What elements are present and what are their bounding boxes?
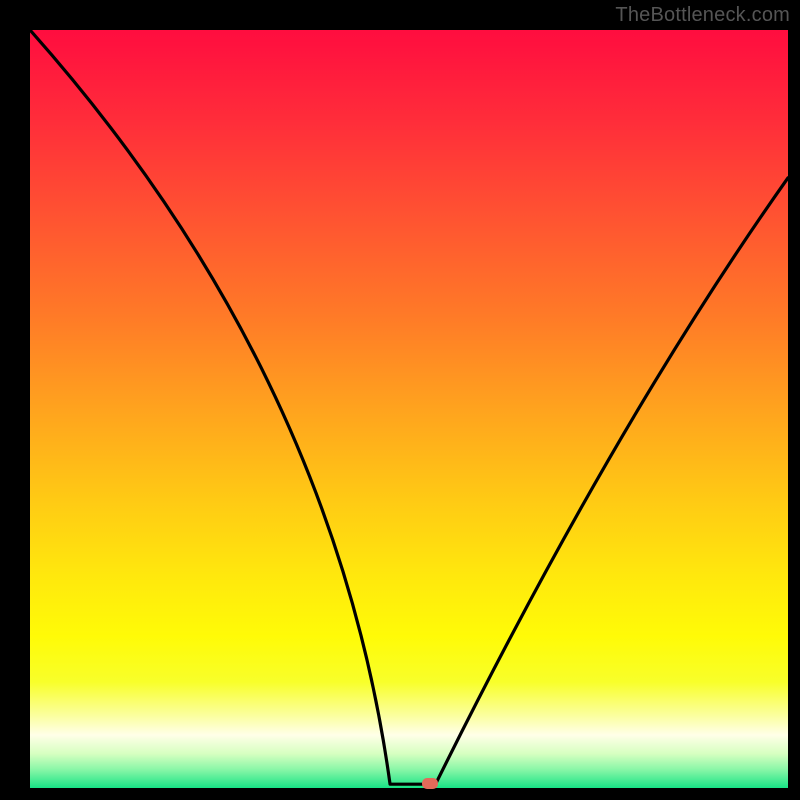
- chart-frame: TheBottleneck.com: [0, 0, 800, 800]
- optimum-marker: [422, 778, 438, 789]
- bottleneck-curve: [30, 30, 788, 788]
- watermark-text: TheBottleneck.com: [615, 4, 790, 27]
- plot-area: [30, 30, 788, 788]
